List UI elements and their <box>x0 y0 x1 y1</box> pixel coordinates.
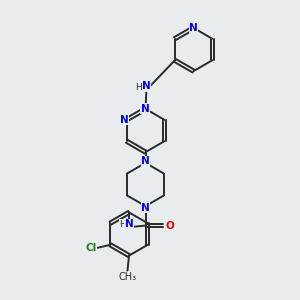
Text: N: N <box>120 115 129 125</box>
Text: N: N <box>189 23 198 33</box>
Text: H: H <box>135 83 141 92</box>
Text: N: N <box>140 104 149 114</box>
Text: CH₃: CH₃ <box>118 272 136 282</box>
Text: N: N <box>141 156 150 167</box>
Text: N: N <box>142 81 151 92</box>
Text: N: N <box>124 219 134 229</box>
Text: N: N <box>141 202 150 213</box>
Text: H: H <box>119 220 126 229</box>
Text: O: O <box>165 220 174 231</box>
Text: Cl: Cl <box>85 243 97 253</box>
